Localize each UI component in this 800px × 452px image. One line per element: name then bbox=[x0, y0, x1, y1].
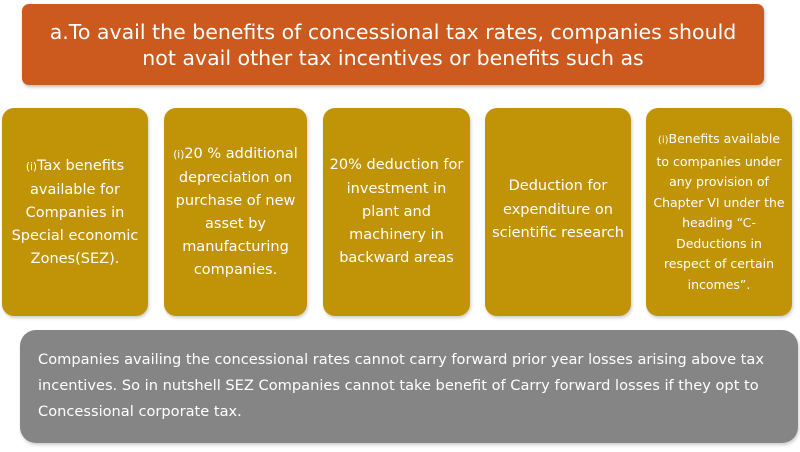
benefit-card-depreciation: (i)20 % additional depreciation on purch… bbox=[164, 108, 307, 316]
benefit-card-chapter-vi: (i)Benefits available to companies under… bbox=[646, 108, 792, 316]
summary-note-text: Companies availing the concessional rate… bbox=[38, 351, 764, 420]
benefit-card-backward-areas: 20% deduction for investment in plant an… bbox=[323, 108, 470, 316]
benefit-card-prefix: (i) bbox=[657, 135, 669, 146]
benefit-card-text: 20% deduction for investment in plant an… bbox=[329, 157, 464, 266]
benefit-card-prefix: (i) bbox=[173, 148, 185, 161]
benefit-card-scientific-research: Deduction for expenditure on scientific … bbox=[485, 108, 631, 316]
benefit-card-prefix: (i) bbox=[25, 161, 37, 173]
heading-text: a.To avail the benefits of concessional … bbox=[49, 19, 737, 70]
benefit-card-text: Deduction for expenditure on scientific … bbox=[492, 178, 624, 241]
benefit-card-text: 20 % additional depreciation on purchase… bbox=[175, 145, 298, 278]
benefit-card-content: (i)Benefits available to companies under… bbox=[652, 129, 786, 295]
benefit-card-content: 20% deduction for investment in plant an… bbox=[329, 154, 464, 270]
heading-banner: a.To avail the benefits of concessional … bbox=[22, 4, 764, 85]
summary-note: Companies availing the concessional rate… bbox=[20, 330, 798, 443]
benefit-card-content: Deduction for expenditure on scientific … bbox=[491, 175, 625, 245]
benefit-card-text: Benefits available to companies under an… bbox=[653, 131, 785, 292]
benefit-card-text: Tax benefits available for Companies in … bbox=[11, 158, 139, 267]
benefit-card-sez: (i)Tax benefits available for Companies … bbox=[2, 108, 148, 316]
benefit-card-content: (i)Tax benefits available for Companies … bbox=[8, 155, 142, 271]
benefit-card-content: (i)20 % additional depreciation on purch… bbox=[170, 143, 301, 282]
